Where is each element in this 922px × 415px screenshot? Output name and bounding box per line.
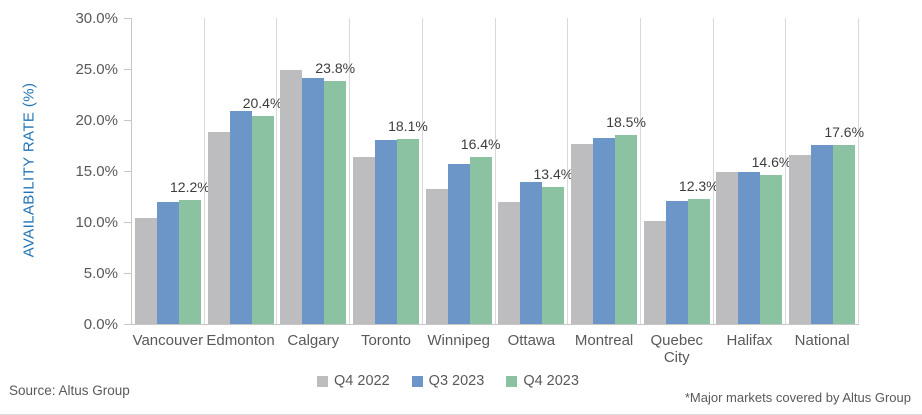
bar-q3-2023 xyxy=(447,163,470,324)
bar-cluster xyxy=(643,198,710,324)
y-tick-label: 30.0% xyxy=(75,10,118,27)
x-axis-label: Calgary xyxy=(287,332,340,349)
legend-swatch xyxy=(317,375,329,387)
data-label: 13.4% xyxy=(533,166,574,183)
x-axis-label: Winnipeg xyxy=(427,332,490,349)
bar-group-vancouver: 12.2% Vancouver xyxy=(132,18,210,349)
bar-q4-2023 xyxy=(396,139,419,324)
bar-q4-2023 xyxy=(615,135,638,324)
bar-group-toronto: 18.1% Toronto xyxy=(350,18,428,349)
legend-label: Q3 2023 xyxy=(428,373,485,389)
data-label: 17.6% xyxy=(824,123,865,140)
y-tick-label: 15.0% xyxy=(75,163,118,180)
x-axis-label: Montreal xyxy=(574,332,634,349)
y-tick-mark xyxy=(124,120,131,121)
bar-cluster xyxy=(571,135,638,324)
bar-q4-2022 xyxy=(425,189,448,324)
bar-q4-2022 xyxy=(498,201,521,324)
legend-item-q4-2023: Q4 2023 xyxy=(506,373,579,389)
x-axis-label: Toronto xyxy=(360,332,411,349)
bar-cluster xyxy=(789,144,856,324)
bar-q4-2023 xyxy=(833,144,856,324)
x-axis-label: Edmonton xyxy=(206,332,275,349)
bar-q4-2022 xyxy=(280,70,303,324)
y-tick-label: 25.0% xyxy=(75,61,118,78)
bar-q3-2023 xyxy=(520,182,543,324)
y-tick-label: 5.0% xyxy=(83,265,118,282)
bar-q3-2023 xyxy=(229,110,252,324)
bar-group-winnipeg: 16.4% Winnipeg xyxy=(423,18,501,349)
data-label: 16.4% xyxy=(460,135,501,152)
y-tick-mark xyxy=(124,69,131,70)
legend-swatch xyxy=(411,375,423,387)
bar-group-montreal: 18.5% Montreal xyxy=(568,18,646,349)
plot-area: 12.2% Vancouver 20.4% Edmonton 23.8% Calgary 1… xyxy=(131,18,864,366)
bar-q4-2022 xyxy=(571,143,594,324)
y-tick-label: 10.0% xyxy=(75,214,118,231)
bar-q4-2023 xyxy=(324,81,347,324)
bar-q4-2022 xyxy=(207,132,230,324)
bar-group-calgary: 23.8% Calgary xyxy=(277,18,355,349)
bar-cluster xyxy=(280,70,347,324)
legend-swatch xyxy=(506,375,518,387)
bar-q3-2023 xyxy=(374,140,397,324)
bar-q4-2023 xyxy=(687,198,710,324)
y-tick-mark xyxy=(124,222,131,223)
legend-item-q4-2022: Q4 2022 xyxy=(317,373,390,389)
bar-q3-2023 xyxy=(738,172,761,324)
bar-group-halifax: 14.6% Halifax xyxy=(714,18,791,349)
bar-cluster xyxy=(716,172,783,324)
bar-cluster xyxy=(352,139,419,324)
bar-q3-2023 xyxy=(665,200,688,324)
bar-q4-2023 xyxy=(469,156,492,324)
data-label: 12.2% xyxy=(169,178,210,195)
legend-item-q3-2023: Q3 2023 xyxy=(411,373,485,389)
legend-label: Q4 2023 xyxy=(523,373,579,389)
bar-q4-2023 xyxy=(760,175,783,324)
y-tick-label: 0.0% xyxy=(83,316,118,333)
bar-q3-2023 xyxy=(302,78,325,324)
legend-label: Q4 2022 xyxy=(334,373,390,389)
bar-q4-2022 xyxy=(134,217,157,324)
data-label: 23.8% xyxy=(315,60,356,77)
bar-q4-2022 xyxy=(352,156,375,324)
data-label: 18.5% xyxy=(606,114,646,131)
bar-q4-2023 xyxy=(542,187,565,324)
data-label: 12.3% xyxy=(678,177,719,194)
data-label: 18.1% xyxy=(388,118,428,135)
y-tick-mark xyxy=(124,18,131,19)
data-label: 20.4% xyxy=(242,94,283,111)
y-tick-mark xyxy=(124,324,131,325)
bar-cluster xyxy=(207,110,274,324)
footnote-text: *Major markets covered by Altus Group xyxy=(684,390,911,405)
bar-q3-2023 xyxy=(811,144,834,324)
x-axis-label: Halifax xyxy=(726,332,773,349)
y-tick-mark xyxy=(124,171,131,172)
bar-q3-2023 xyxy=(593,138,616,324)
bar-q4-2022 xyxy=(789,154,812,324)
bar-cluster xyxy=(425,156,492,324)
y-tick-label: 20.0% xyxy=(75,112,118,129)
bar-group-national: 17.6% National xyxy=(786,18,864,349)
bar-cluster xyxy=(498,182,565,324)
bar-q3-2023 xyxy=(156,201,179,324)
bar-q4-2022 xyxy=(643,221,666,324)
y-tick-mark xyxy=(124,273,131,274)
bar-group-ottawa: 13.4% Ottawa xyxy=(496,18,573,349)
x-axis-label: Vancouver xyxy=(132,332,204,349)
bar-q4-2022 xyxy=(716,172,739,324)
x-axis-label: National xyxy=(794,332,850,349)
bar-cluster xyxy=(134,199,201,324)
bar-q4-2023 xyxy=(251,115,274,324)
x-axis-label: Quebec City xyxy=(650,332,704,367)
bar-group-edmonton: 20.4% Edmonton xyxy=(205,18,282,349)
chart-legend: Q4 2022 Q3 2023 Q4 2023 xyxy=(0,373,896,389)
bar-q4-2023 xyxy=(178,199,201,324)
bar-group-quebec-city: 12.3% Quebec City xyxy=(641,18,719,366)
x-axis-label: Ottawa xyxy=(507,332,556,349)
data-label: 14.6% xyxy=(751,154,792,171)
source-text: Source: Altus Group xyxy=(9,383,130,398)
